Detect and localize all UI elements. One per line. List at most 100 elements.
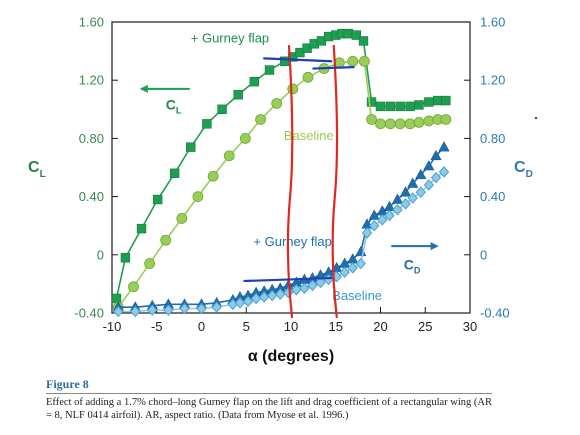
cl_baseline-point — [223, 150, 235, 162]
figure-rule — [46, 393, 492, 394]
cd_baseline-point — [415, 186, 426, 198]
figure-caption: Effect of adding a 1.7% chord–long Gurne… — [46, 397, 492, 421]
x-tick-label: 10 — [284, 319, 298, 334]
cd_baseline-point — [291, 283, 302, 296]
cd_baseline-point — [258, 291, 270, 303]
cd_baseline-point — [423, 179, 435, 191]
cd_baseline-point — [315, 276, 326, 289]
y-right-tick-label: 0 — [480, 247, 487, 262]
x-axis-title: α (degrees) — [248, 348, 334, 365]
cl_gurney-point — [351, 30, 362, 40]
y-left-tick-label: 0.40 — [79, 189, 104, 204]
cl_gurney-point — [152, 194, 163, 205]
cl_gurney-line — [115, 32, 446, 299]
cd_gurney-line — [118, 146, 445, 308]
cl_gurney-point — [217, 104, 227, 115]
cd_gurney-point — [368, 209, 380, 220]
cd_baseline-point — [113, 305, 124, 318]
cd_baseline-point — [384, 209, 395, 222]
cd_gurney-point — [415, 168, 427, 180]
cl_baseline-point — [128, 281, 139, 293]
x-tick-label: 15 — [329, 319, 343, 334]
cd_baseline-point — [361, 227, 373, 239]
x-tick-label: 5 — [243, 319, 250, 334]
cd_baseline-point — [400, 198, 411, 210]
cl_gurney-point — [202, 119, 212, 129]
cd_baseline-point — [267, 289, 278, 302]
cl_baseline-point — [239, 132, 251, 144]
annotation-baseline-cd: Baseline — [332, 288, 382, 303]
cd_baseline-point — [211, 301, 222, 313]
cd_baseline-point — [355, 257, 366, 270]
y-left-tick-label: 1.60 — [79, 15, 104, 30]
cl_gurney-point — [414, 100, 424, 110]
cl_gurney-point — [249, 76, 260, 87]
cl_gurney-point — [120, 253, 131, 263]
cl_gurney-point — [433, 95, 443, 106]
x-tick-label: 0 — [198, 319, 205, 334]
cl_baseline-point — [192, 191, 204, 203]
cd_gurney-point — [423, 160, 435, 171]
y-left-tick-label: 1.20 — [79, 73, 104, 88]
annotation-gurney-cd: + Gurney flap — [253, 234, 331, 249]
cd_gurney-point — [399, 186, 412, 197]
cd_baseline-point — [163, 304, 174, 316]
cl_gurney-point — [169, 168, 180, 179]
cl_gurney-point — [264, 65, 275, 75]
cl_baseline-point — [287, 83, 299, 95]
cl_baseline-point — [271, 98, 283, 109]
cd_baseline-point — [234, 297, 246, 309]
cl_baseline-point — [302, 71, 314, 83]
y-right-tick-label: 1.60 — [480, 15, 505, 30]
cl_baseline-point — [160, 234, 172, 246]
red-marker-line — [331, 44, 339, 319]
cd_baseline-point — [299, 282, 310, 295]
cl_gurney-point — [395, 101, 405, 112]
cd_baseline-point — [130, 305, 141, 318]
red-marker-line — [286, 44, 294, 319]
x-tick-label: -5 — [151, 319, 163, 334]
cl_baseline-point — [207, 170, 219, 182]
cd_baseline-point — [196, 302, 207, 315]
cl_baseline-point — [375, 118, 386, 130]
y-left-tick-label: 0 — [97, 247, 104, 262]
x-tick-label: 20 — [373, 319, 387, 334]
cl-arrow-label: CL — [166, 96, 182, 115]
cd_baseline-point — [179, 302, 190, 315]
cl_gurney-point — [441, 95, 451, 106]
stray-dot — [534, 116, 538, 120]
cl_gurney-point — [111, 293, 122, 304]
y-right-tick-label: 1.20 — [480, 73, 505, 88]
cd_gurney-point — [438, 141, 450, 152]
cl_baseline-point — [358, 55, 370, 67]
cl_gurney-point — [343, 28, 353, 39]
annotation-baseline-cl: Baseline — [284, 128, 334, 143]
cd-arrow-label: CD — [404, 256, 421, 275]
cd_baseline-point — [347, 262, 358, 274]
cl_gurney-point — [375, 101, 386, 112]
blue-marker-line — [263, 57, 333, 63]
cl_gurney-point — [233, 90, 243, 100]
x-tick-label: 30 — [463, 319, 477, 334]
cd_baseline-point — [392, 203, 403, 216]
cd_baseline-point — [430, 171, 442, 184]
cl_baseline-point — [255, 114, 266, 125]
cl_gurney-point — [358, 36, 369, 46]
y-left-tick-label: 0.80 — [79, 131, 104, 146]
y-right-tick-label: 0.40 — [480, 189, 505, 204]
cd_baseline-point — [275, 288, 286, 300]
cl_baseline-point — [144, 258, 155, 269]
cd_baseline-point — [339, 266, 350, 279]
cd_baseline-point — [377, 214, 388, 226]
cd_baseline-point — [407, 192, 418, 204]
lift-drag-chart: -0.40 0 0.40 0.80 1.20 1.60 -0.40 0 0.40 0.80 1.20… — [28, 15, 538, 365]
cl_gurney-point — [424, 97, 434, 107]
cd_baseline-point — [250, 292, 262, 305]
y-left-axis-title: CL — [28, 159, 46, 180]
cl_gurney-point — [136, 223, 147, 234]
cl_baseline-point — [176, 213, 188, 224]
cl_baseline-point — [404, 118, 416, 130]
cl_baseline-point — [423, 115, 435, 127]
blue-marker-line — [243, 276, 333, 283]
cd_baseline-point — [369, 219, 380, 232]
